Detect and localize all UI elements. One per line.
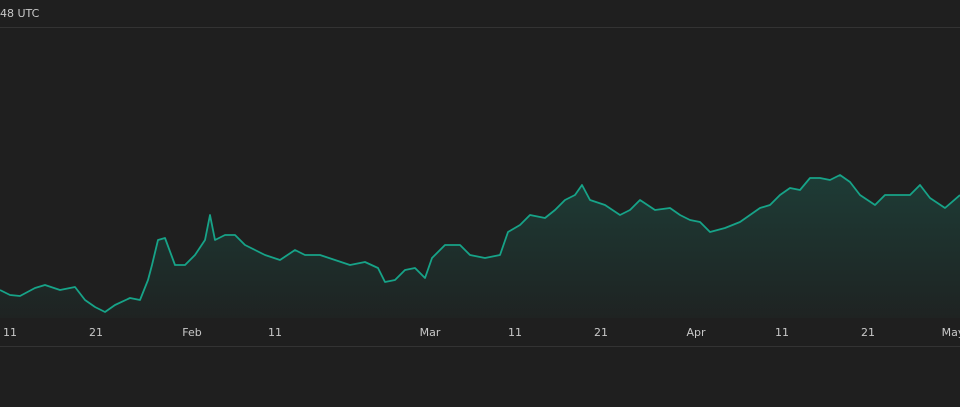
x-tick-label: 11 bbox=[268, 326, 282, 339]
x-tick-label: May bbox=[942, 326, 960, 339]
header-text: 48 UTC bbox=[0, 7, 40, 20]
x-tick-label: Apr bbox=[686, 326, 706, 339]
x-tick-label: 21 bbox=[861, 326, 875, 339]
x-tick-label: 21 bbox=[89, 326, 103, 339]
x-tick-label: 11 bbox=[3, 326, 17, 339]
price-line bbox=[0, 174, 960, 313]
x-tick-label: 11 bbox=[508, 326, 522, 339]
x-tick-label: 21 bbox=[594, 326, 608, 339]
x-tick-label: 11 bbox=[775, 326, 789, 339]
area bbox=[0, 175, 960, 318]
x-tick-label: Feb bbox=[182, 326, 201, 339]
x-tick-label: Mar bbox=[420, 326, 441, 339]
